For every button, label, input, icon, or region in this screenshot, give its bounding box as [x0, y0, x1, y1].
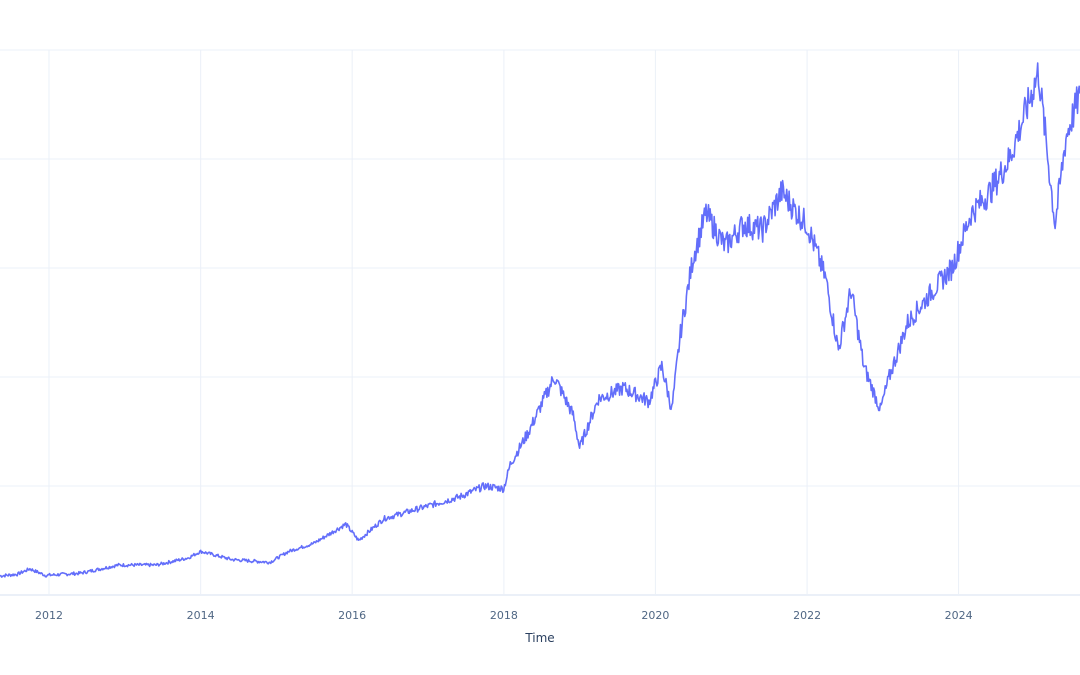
x-tick-label: 2018	[490, 609, 518, 622]
gridlines	[0, 49, 1080, 596]
x-tick-label: 2012	[35, 609, 63, 622]
x-tick-label: 2022	[793, 609, 821, 622]
x-tick-label: 2016	[338, 609, 366, 622]
x-axis-title: Time	[524, 631, 554, 645]
x-tick-labels: 2012 2014 2016 2018 2020 2022 2024	[35, 609, 973, 622]
x-tick-label: 2020	[641, 609, 669, 622]
x-tick-label: 2014	[187, 609, 215, 622]
x-tick-label: 2024	[945, 609, 973, 622]
series-line	[0, 62, 1080, 578]
series-layer	[0, 62, 1080, 578]
